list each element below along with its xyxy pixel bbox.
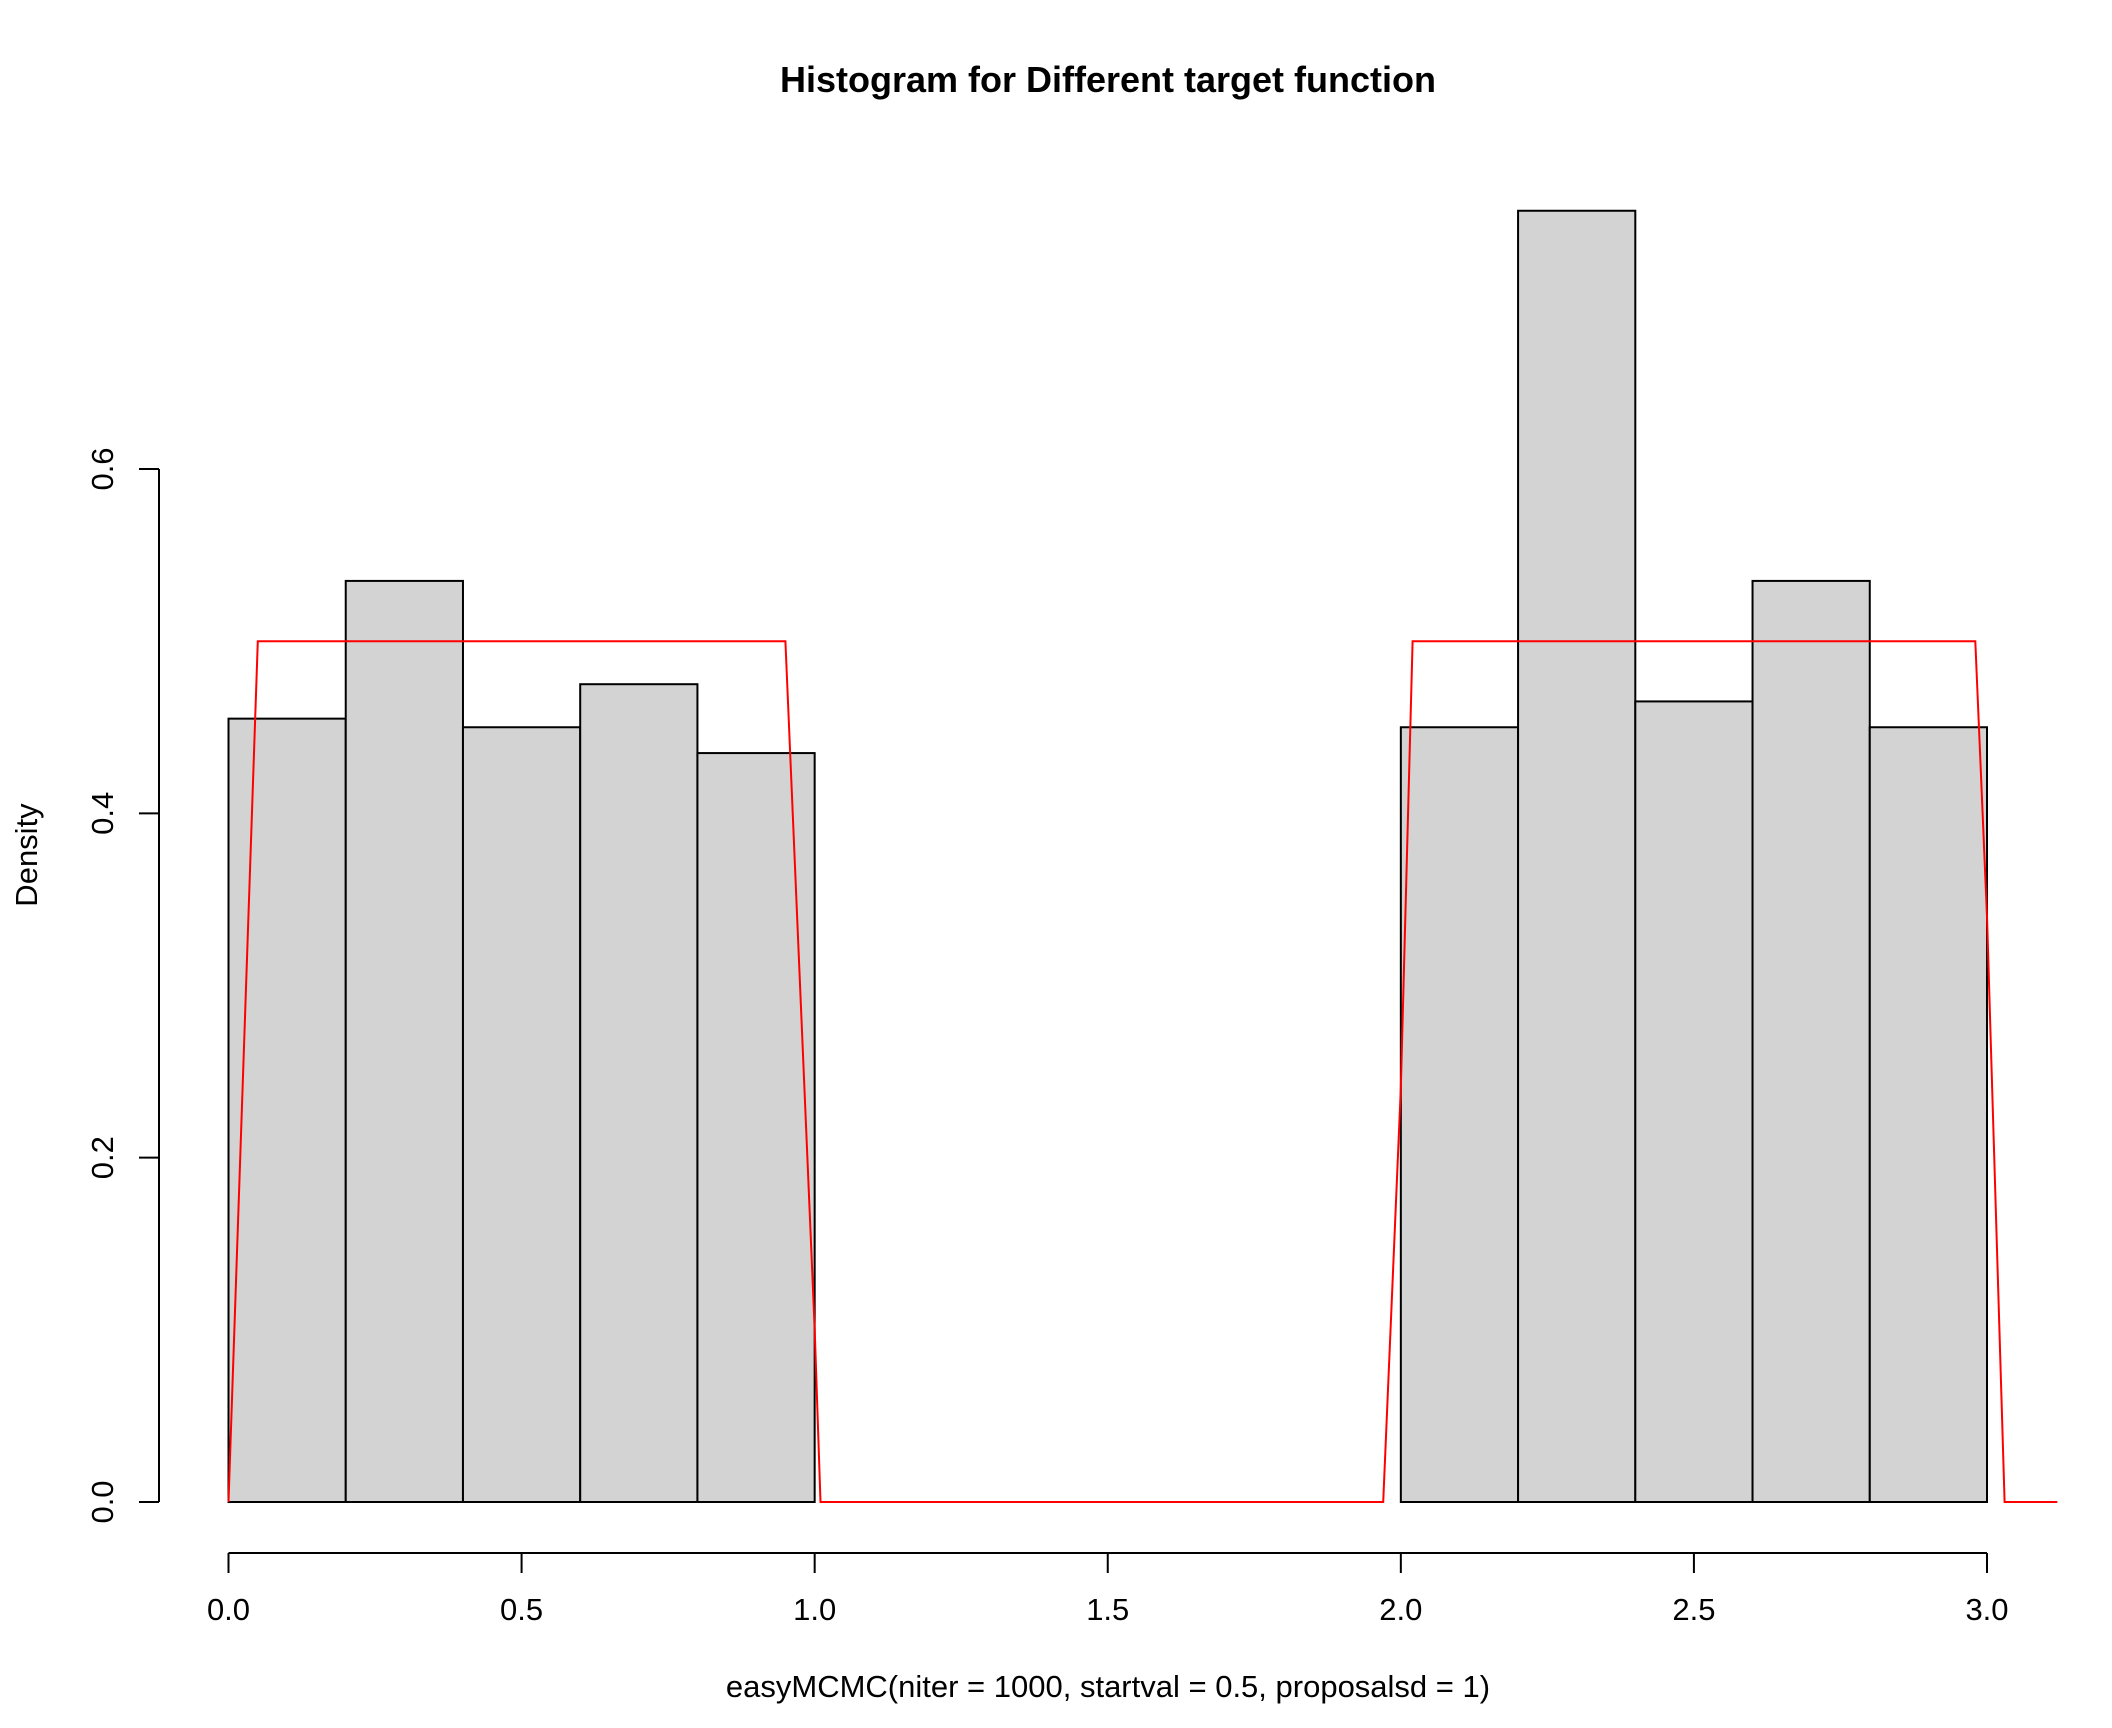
x-axis: 0.0 0.5 1.0 1.5 2.0 2.5 3.0 xyxy=(207,1552,2009,1627)
density-curve-group xyxy=(227,640,2058,1503)
chart-title: Histogram for Different target function xyxy=(780,59,1436,100)
histogram-bar xyxy=(1399,726,1520,1503)
y-tick-label: 0.2 xyxy=(85,1136,120,1179)
histogram-bars xyxy=(227,209,1989,1503)
x-tick-label: 3.0 xyxy=(1965,1592,2008,1627)
y-tick-label: 0.0 xyxy=(85,1480,120,1523)
histogram-bar xyxy=(227,717,347,1503)
x-tick-label: 1.0 xyxy=(793,1592,836,1627)
x-tick-label: 1.5 xyxy=(1086,1592,1129,1627)
x-tick-label: 2.5 xyxy=(1672,1592,1715,1627)
y-tick-label: 0.4 xyxy=(85,792,120,835)
histogram-bar xyxy=(1634,700,1754,1503)
y-axis: 0.0 0.2 0.4 0.6 xyxy=(85,447,160,1524)
density-curve xyxy=(227,640,2058,1503)
histogram-bar xyxy=(344,579,464,1503)
y-axis-label: Density xyxy=(9,803,44,907)
histogram-bar xyxy=(461,726,582,1503)
histogram-bar xyxy=(579,683,699,1503)
y-tick-label: 0.6 xyxy=(85,447,120,490)
histogram-bar xyxy=(1517,209,1637,1503)
x-tick-label: 2.0 xyxy=(1379,1592,1422,1627)
x-axis-label: easyMCMC(niter = 1000, startval = 0.5, p… xyxy=(726,1669,1490,1704)
histogram-bar xyxy=(1751,579,1871,1503)
x-tick-label: 0.0 xyxy=(207,1592,250,1627)
histogram-bar xyxy=(1868,726,1989,1503)
histogram-bar xyxy=(696,752,816,1503)
x-tick-label: 0.5 xyxy=(500,1592,543,1627)
